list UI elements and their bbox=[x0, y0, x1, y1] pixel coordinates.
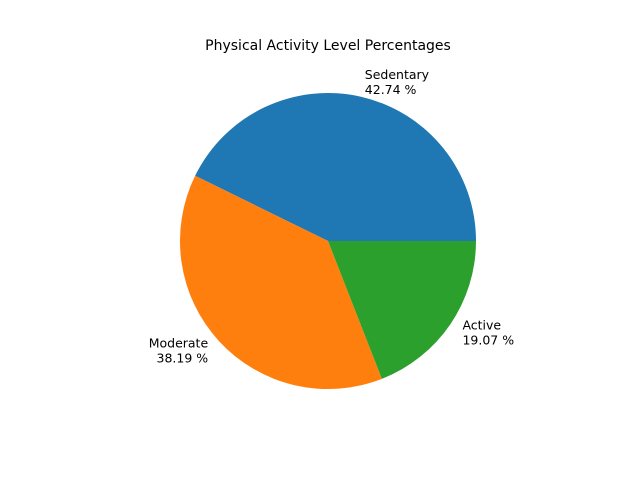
chart-title: Physical Activity Level Percentages bbox=[205, 38, 451, 54]
slice-percentage-label: 42.74 % bbox=[365, 82, 417, 97]
slice-percentage-label: 38.19 % bbox=[157, 351, 209, 366]
pie-slice-active bbox=[328, 241, 476, 379]
slice-category-label: Sedentary bbox=[365, 67, 430, 82]
slice-label-active: Active 19.07 % bbox=[462, 317, 514, 347]
slice-category-label: Moderate bbox=[149, 336, 209, 351]
pie-labels: Sedentary 42.74 % Moderate 38.19 % Active 19.… bbox=[149, 67, 514, 366]
pie-slice-moderate bbox=[179, 175, 382, 390]
pie-slices bbox=[179, 92, 476, 390]
pie-slice-sedentary bbox=[195, 92, 476, 241]
slice-label-sedentary: Sedentary 42.74 % bbox=[365, 67, 430, 97]
slice-percentage-label: 19.07 % bbox=[462, 332, 514, 347]
slice-category-label: Active bbox=[462, 317, 501, 332]
slice-label-moderate: Moderate 38.19 % bbox=[149, 336, 209, 366]
